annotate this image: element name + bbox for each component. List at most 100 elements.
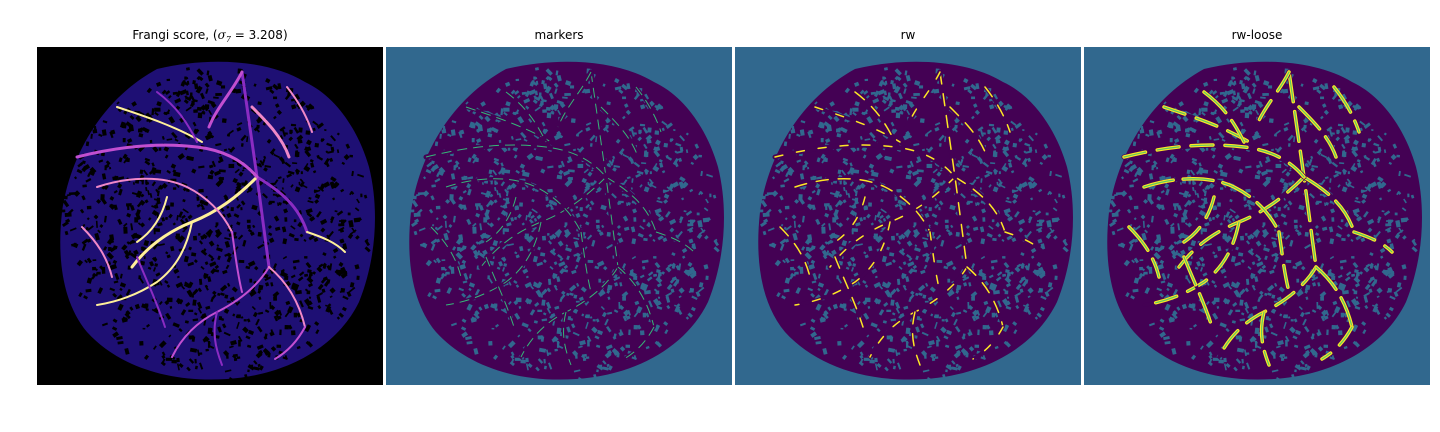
speckle-blob (1023, 304, 1026, 307)
speckle-blob (126, 203, 130, 211)
speckle-blob (1143, 198, 1149, 204)
speckle-blob (814, 335, 821, 341)
speckle-blob (1264, 326, 1269, 333)
speckle-blob (1191, 160, 1198, 166)
speckle-blob (279, 190, 286, 196)
speckle-blob (1356, 216, 1361, 221)
speckle-blob (1325, 201, 1329, 206)
speckle-blob (428, 208, 434, 214)
speckle-blob (117, 303, 124, 311)
speckle-blob (1038, 271, 1046, 279)
speckle-blob (139, 222, 146, 228)
speckle-blob (1252, 228, 1261, 237)
speckle-blob (556, 327, 562, 335)
speckle-blob (1213, 138, 1220, 141)
speckle-blob (284, 132, 288, 135)
speckle-blob (1011, 237, 1017, 243)
speckle-blob (624, 193, 629, 198)
speckle-blob (1120, 190, 1128, 197)
speckle-blob (789, 274, 794, 280)
speckle-blob (934, 122, 941, 126)
speckle-blob (98, 133, 103, 137)
speckle-blob (548, 362, 553, 370)
speckle-blob (1213, 284, 1218, 288)
speckle-blob (443, 232, 449, 241)
speckle-blob (1251, 82, 1257, 88)
speckle-blob (652, 165, 660, 172)
speckle-blob (595, 219, 600, 223)
speckle-blob (1215, 334, 1219, 338)
speckle-blob (1292, 335, 1298, 340)
speckle-blob (560, 294, 566, 300)
speckle-blob (1271, 294, 1276, 299)
speckle-blob (845, 266, 850, 270)
speckle-blob (1402, 235, 1407, 240)
speckle-blob (877, 89, 886, 96)
speckle-blob (689, 271, 697, 279)
speckle-blob (870, 322, 878, 328)
speckle-blob (218, 156, 224, 163)
speckle-blob (281, 187, 284, 190)
speckle-blob (451, 120, 457, 124)
speckle-blob (216, 244, 220, 247)
speckle-blob (1298, 204, 1305, 211)
marker-line (425, 144, 607, 178)
speckle-blob (691, 243, 697, 250)
speckle-blob (512, 111, 519, 116)
speckle-blob (874, 215, 877, 221)
speckle-blob (968, 282, 972, 287)
speckle-blob (1240, 259, 1245, 264)
speckle-blob (1263, 247, 1270, 252)
speckle-blob (921, 350, 928, 357)
speckle-blob (172, 322, 180, 328)
speckle-blob (1352, 130, 1358, 135)
speckle-blob (91, 274, 96, 280)
speckle-blob (692, 154, 699, 161)
speckle-blob (172, 187, 177, 190)
speckle-blob (506, 222, 512, 227)
speckle-blob (927, 377, 932, 381)
speckle-blob (207, 100, 215, 105)
speckle-blob (1149, 120, 1155, 124)
speckle-blob (1337, 274, 1343, 279)
speckle-blob (980, 356, 986, 361)
speckle-blob (980, 255, 986, 260)
speckle-blob (810, 292, 816, 298)
vessel (96, 177, 233, 233)
speckle-blob (1171, 347, 1177, 355)
speckle-blob (325, 150, 329, 154)
speckle-blob (590, 169, 594, 172)
speckle-blob (637, 232, 644, 238)
speckle-blob (676, 150, 683, 154)
speckle-blob (669, 137, 674, 143)
speckle-blob (880, 199, 884, 203)
speckle-blob (988, 274, 994, 279)
speckle-blob (1232, 106, 1239, 112)
speckle-blob (859, 89, 865, 95)
speckle-blob (514, 205, 520, 210)
speckle-blob (198, 278, 203, 285)
speckle-blob (319, 183, 326, 191)
speckle-blob (581, 313, 585, 317)
speckle-blob (1195, 217, 1199, 221)
speckle-blob (587, 259, 594, 264)
speckle-blob (1219, 322, 1227, 328)
speckle-blob (360, 193, 363, 198)
speckle-blob (1381, 210, 1385, 213)
speckle-blob (1015, 283, 1022, 291)
speckle-blob (168, 334, 172, 338)
speckle-blob (913, 179, 922, 188)
speckle-blob (894, 203, 899, 208)
speckle-blob (1186, 277, 1191, 284)
speckle-blob (196, 68, 204, 76)
speckle-blob (174, 234, 182, 242)
speckle-blob (1273, 300, 1278, 303)
speckle-blob (1003, 130, 1009, 135)
speckle-blob (1383, 149, 1387, 154)
speckle-blob (346, 291, 352, 298)
speckle-blob (639, 274, 645, 279)
speckle-blob (482, 249, 488, 256)
speckle-blob (1350, 165, 1358, 172)
speckle-blob (772, 176, 776, 180)
speckle-blob (458, 195, 464, 201)
